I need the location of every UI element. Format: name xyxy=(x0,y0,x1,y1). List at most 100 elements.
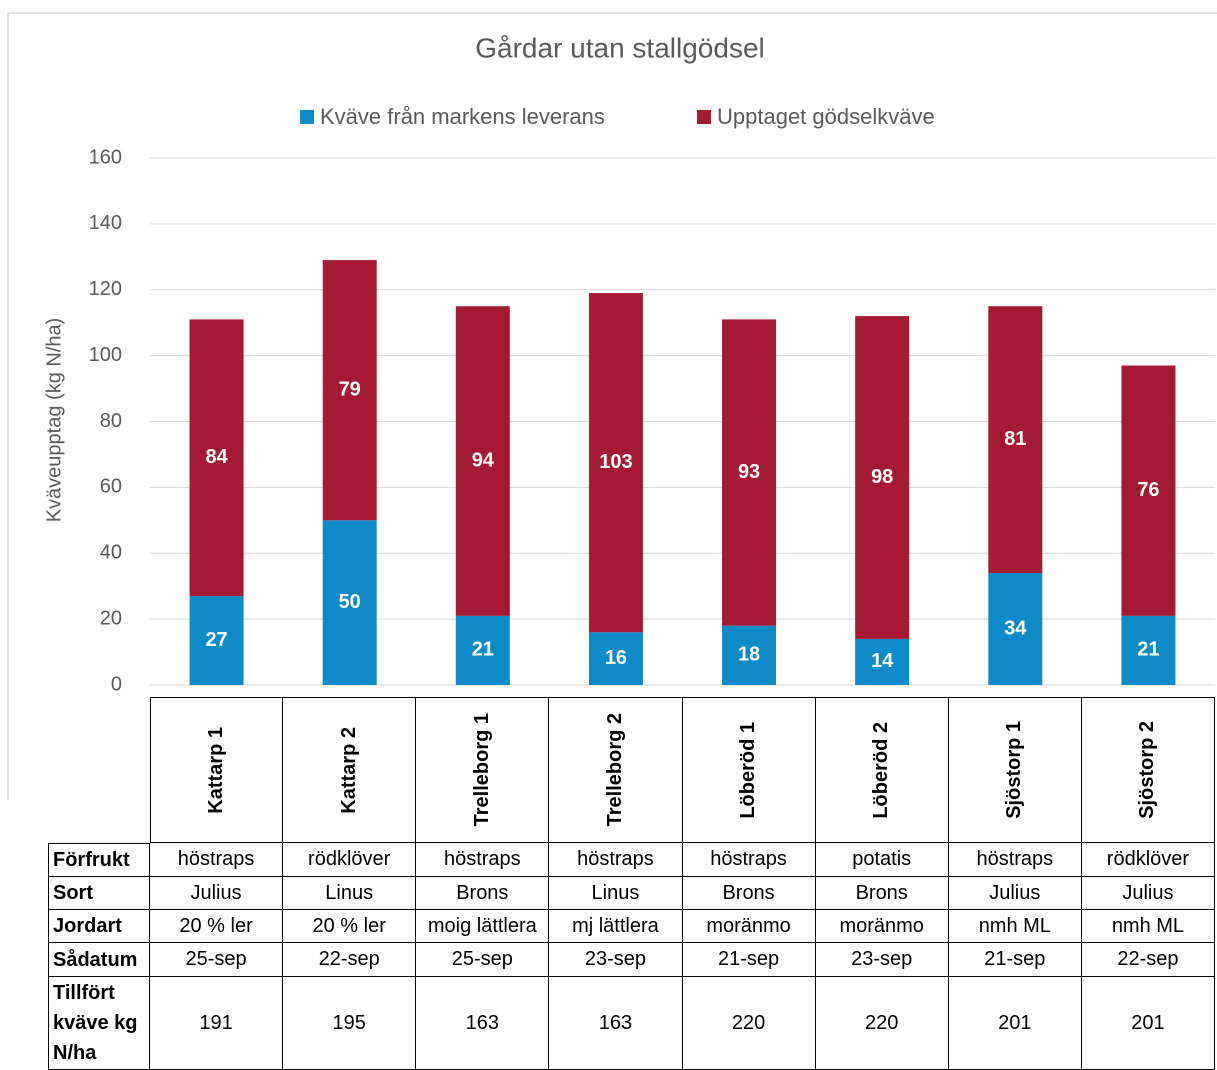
cell-text: moig lättlera xyxy=(427,914,537,937)
table-cell: 220 xyxy=(815,977,949,1070)
bar-segment xyxy=(988,306,1043,574)
table-cell: 201 xyxy=(948,977,1082,1070)
cell-text: Brons xyxy=(722,881,775,904)
cell-text: Kattarp 2 xyxy=(337,726,360,814)
bar-segment xyxy=(322,520,377,685)
cell-text: 195 xyxy=(332,1011,366,1034)
legend-label: Kväve från markens leverans xyxy=(320,104,605,129)
cell-text: 20 % ler xyxy=(312,914,386,937)
table-cell: Tillfört kväve kg N/ha xyxy=(48,977,150,1070)
cell-text: Julius xyxy=(1122,881,1174,904)
table-cell: 21-sep xyxy=(682,943,816,977)
table-cell: rödklöver xyxy=(1081,843,1215,877)
chart-title: Gårdar utan stallgödsel xyxy=(475,32,765,63)
cell-text: 25-sep xyxy=(185,948,247,970)
bar-segment xyxy=(455,615,510,685)
data-label: 21 xyxy=(472,639,494,661)
y-tick-label: 100 xyxy=(89,344,122,366)
cell-text: 20 % ler xyxy=(179,914,253,937)
cell-text: Julius xyxy=(989,881,1041,904)
table-cell: Brons xyxy=(682,877,816,910)
data-label: 84 xyxy=(205,446,228,468)
cell-text: Förfrukt xyxy=(53,849,130,871)
legend-swatch xyxy=(697,110,711,124)
data-label: 14 xyxy=(871,650,894,672)
y-tick-label: 0 xyxy=(111,673,122,695)
table-cell: Julius xyxy=(150,877,284,910)
cell-text: Kattarp 1 xyxy=(205,726,228,814)
table-cell: 163 xyxy=(549,977,683,1070)
cell-text: höstraps xyxy=(710,848,787,870)
cell-text: Sort xyxy=(53,882,93,904)
table-cell: Löberöd 2 xyxy=(815,697,949,843)
cell-text: 201 xyxy=(998,1011,1032,1034)
data-label: 18 xyxy=(738,644,760,666)
table-cell: höstraps xyxy=(948,843,1082,877)
data-label: 76 xyxy=(1137,479,1159,501)
data-label: 79 xyxy=(339,378,361,400)
table-cell: 25-sep xyxy=(416,943,550,977)
table-cell: 22-sep xyxy=(1081,943,1215,977)
table-cell: moig lättlera xyxy=(416,910,550,943)
cell-text: Linus xyxy=(591,881,640,904)
cell-text: moränmo xyxy=(706,914,791,937)
table-cell: rödklöver xyxy=(283,843,417,877)
table-cell: Brons xyxy=(815,877,949,910)
table-cell: potatis xyxy=(815,843,949,877)
data-label: 50 xyxy=(339,591,361,613)
table-cell: Sådatum xyxy=(48,943,150,977)
y-tick-label: 80 xyxy=(100,410,122,432)
table-cell: Julius xyxy=(948,877,1082,910)
table-cell: Brons xyxy=(416,877,550,910)
bar-segment xyxy=(322,260,377,521)
bar-segment xyxy=(455,306,510,616)
cell-text: Sjöstorp 1 xyxy=(1003,721,1026,819)
table-cell: Sjöstorp 2 xyxy=(1081,697,1215,843)
bar-segment xyxy=(722,625,777,685)
table-cell: Kattarp 2 xyxy=(283,697,417,843)
table-cell: moränmo xyxy=(815,910,949,943)
table-cell: 23-sep xyxy=(549,943,683,977)
table-cell: nmh ML xyxy=(1081,910,1215,943)
cell-text: 21-sep xyxy=(717,948,780,970)
cell-text: 25-sep xyxy=(451,948,513,970)
cell-text: mj lättlera xyxy=(572,914,659,937)
table-cell: 23-sep xyxy=(815,943,949,977)
table-cell: Löberöd 1 xyxy=(682,697,816,843)
cell-text: 220 xyxy=(865,1011,899,1034)
cell-text: Brons xyxy=(456,881,509,904)
table-cell: 20 % ler xyxy=(150,910,284,943)
table-cell: 220 xyxy=(682,977,816,1070)
table-cell: mj lättlera xyxy=(549,910,683,943)
cell-text: Sjöstorp 2 xyxy=(1136,721,1159,819)
table-cell: 25-sep xyxy=(150,943,284,977)
table-cell: Sjöstorp 1 xyxy=(948,697,1082,843)
table-cell: 20 % ler xyxy=(283,910,417,943)
table-cell: 163 xyxy=(416,977,550,1070)
y-tick-label: 140 xyxy=(89,212,122,234)
bar-segment xyxy=(588,632,643,685)
table-cell: 201 xyxy=(1081,977,1215,1070)
cell-text: höstraps xyxy=(443,848,521,870)
cell-text: Linus xyxy=(325,881,374,904)
table-cell: nmh ML xyxy=(948,910,1082,943)
table-cell: 22-sep xyxy=(283,943,417,977)
bar-segment xyxy=(189,596,244,685)
y-tick-label: 20 xyxy=(100,607,122,629)
cell-text: höstraps xyxy=(976,848,1054,870)
table-cell: Sort xyxy=(48,877,150,910)
y-axis-label: Kväveupptag (kg N/ha) xyxy=(43,318,65,523)
cell-text: Trelleborg 2 xyxy=(603,713,626,827)
cell-text: Brons xyxy=(855,881,908,904)
legend-label: Upptaget gödselkväve xyxy=(717,104,935,129)
y-tick-label: 120 xyxy=(89,278,122,300)
cell-text: höstraps xyxy=(177,848,255,870)
cell-text: 201 xyxy=(1131,1011,1165,1034)
y-tick-label: 60 xyxy=(100,476,122,498)
cell-text: Julius xyxy=(190,881,242,904)
data-label: 93 xyxy=(738,461,760,483)
cell-text: Trelleborg 1 xyxy=(470,713,493,827)
cell-text: rödklöver xyxy=(1106,848,1190,870)
